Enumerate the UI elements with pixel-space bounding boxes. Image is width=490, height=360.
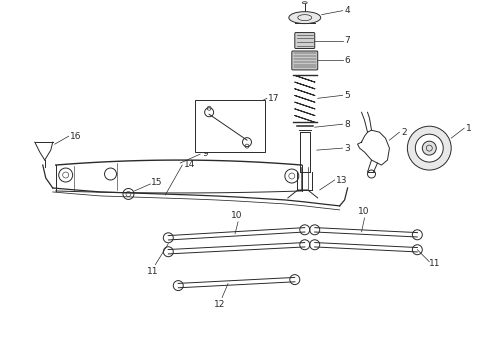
Circle shape [416, 134, 443, 162]
Text: 10: 10 [358, 207, 369, 216]
Text: 7: 7 [344, 36, 350, 45]
FancyBboxPatch shape [195, 100, 265, 152]
Text: 3: 3 [344, 144, 350, 153]
FancyBboxPatch shape [292, 51, 318, 70]
Text: 1: 1 [466, 124, 472, 133]
Text: 17: 17 [268, 94, 279, 103]
Text: 11: 11 [147, 267, 158, 276]
Ellipse shape [302, 2, 307, 4]
Text: 2: 2 [401, 128, 407, 137]
Text: 8: 8 [344, 120, 350, 129]
Text: 16: 16 [70, 132, 81, 141]
Text: 10: 10 [231, 211, 243, 220]
Text: 4: 4 [344, 6, 350, 15]
Circle shape [407, 126, 451, 170]
Text: 14: 14 [184, 159, 196, 168]
Text: 13: 13 [336, 176, 347, 185]
Text: 12: 12 [215, 300, 226, 309]
Text: 6: 6 [344, 56, 350, 65]
Text: 11: 11 [429, 259, 441, 268]
Circle shape [422, 141, 436, 155]
Text: 15: 15 [151, 179, 163, 188]
Ellipse shape [289, 12, 321, 24]
Text: 9: 9 [202, 149, 208, 158]
FancyBboxPatch shape [295, 32, 315, 49]
Text: 5: 5 [344, 91, 350, 100]
